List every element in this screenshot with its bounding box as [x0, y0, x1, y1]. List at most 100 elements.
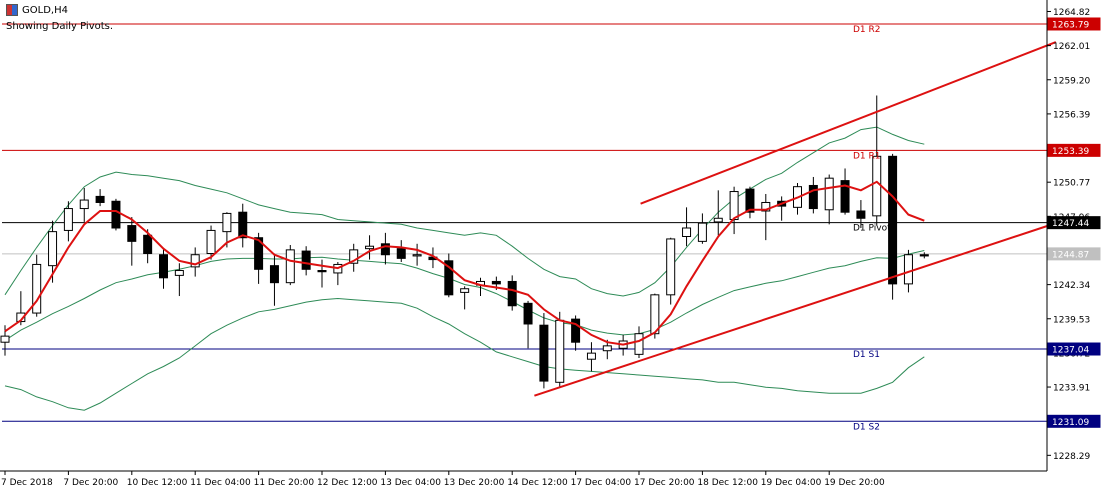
- price-tag-d1-s2: 1231.09: [1047, 414, 1101, 428]
- x-tick-label: 17 Dec 20:00: [634, 478, 695, 488]
- candle: [507, 275, 517, 311]
- y-tick-label: 1264.82: [1053, 8, 1090, 18]
- candle: [412, 243, 422, 266]
- x-tick-label: 13 Dec 04:00: [380, 478, 441, 488]
- candle: [269, 253, 279, 306]
- candle-body-bullish: [16, 312, 26, 323]
- pivot-levels-layer: [2, 23, 1047, 422]
- candle-body-bearish: [856, 210, 866, 219]
- candle: [571, 315, 581, 351]
- candle: [523, 300, 533, 349]
- y-tick-label: 1228.29: [1053, 452, 1090, 462]
- x-tick-label: 14 Dec 12:00: [507, 478, 568, 488]
- bid-price-tag: 1244.87: [1047, 247, 1101, 261]
- candle-body-bearish: [745, 188, 755, 213]
- lower-trendline: [534, 222, 1057, 397]
- bollinger-upper-band: [4, 126, 925, 297]
- candle: [697, 213, 707, 244]
- candle: [206, 225, 216, 260]
- bollinger-bands-layer: [4, 126, 925, 411]
- candle-body-bearish: [95, 195, 105, 203]
- candle-body-bearish: [111, 200, 121, 229]
- candle: [317, 259, 327, 288]
- candle: [840, 168, 850, 215]
- x-tick-label: 7 Dec 2018: [1, 478, 53, 488]
- candle-body-bullish: [824, 177, 834, 211]
- candle-body-bearish: [571, 318, 581, 343]
- candle-body-bearish: [539, 324, 549, 382]
- candle-body-bullish: [586, 352, 596, 360]
- candle: [539, 313, 549, 389]
- candle-body-bullish: [555, 319, 565, 383]
- pivots-subtitle: Showing Daily Pivots.: [6, 21, 114, 32]
- candle-body-bearish: [317, 270, 327, 273]
- x-tick-label: 19 Dec 04:00: [761, 478, 822, 488]
- candle: [285, 245, 295, 286]
- candle-body-bearish: [238, 211, 248, 239]
- price-tag-d1-pivot-box: [1047, 216, 1101, 230]
- candle-body-bearish: [269, 265, 279, 284]
- candle: [143, 229, 153, 264]
- candle: [919, 252, 929, 259]
- y-tick-label: 1250.77: [1053, 179, 1090, 189]
- x-tick-label: 10 Dec 12:00: [127, 478, 188, 488]
- candle-body-bearish: [523, 302, 533, 325]
- candle: [856, 200, 866, 228]
- candle-body-bullish: [349, 249, 359, 264]
- bollinger-middle-band: [4, 250, 925, 341]
- candle-body-bearish: [444, 260, 454, 296]
- y-tick-label: 1233.91: [1053, 384, 1090, 394]
- candle: [365, 235, 375, 260]
- moving-average-layer: [4, 180, 925, 346]
- candle-body-bearish: [159, 254, 168, 279]
- price-tag-d1-r2-text: 1263.79: [1052, 20, 1089, 30]
- x-tick-label: 18 Dec 12:00: [697, 478, 758, 488]
- symbol-timeframe-label: GOLD,H4: [22, 4, 68, 16]
- candle-body-bullish: [650, 294, 660, 335]
- candle-body-bullish: [32, 263, 42, 314]
- candle-body-bearish: [127, 225, 137, 242]
- y-tick-label: 1259.20: [1053, 76, 1090, 86]
- candle-body-bullish: [634, 333, 644, 355]
- moving-average-line: [4, 180, 925, 346]
- price-tag-d1-r2-box: [1047, 17, 1101, 31]
- candle-body-bullish: [460, 288, 470, 293]
- candle: [174, 263, 184, 297]
- price-tag-d1-r1-box: [1047, 143, 1101, 157]
- candle-body-bullish: [666, 238, 676, 296]
- chart-window-icon: [6, 4, 18, 16]
- candle: [555, 311, 565, 388]
- candle: [380, 232, 390, 265]
- candle: [666, 237, 676, 305]
- price-tag-d1-pivot-text: 1247.44: [1052, 219, 1089, 229]
- price-tag-d1-s1-text: 1237.04: [1052, 346, 1089, 356]
- candle: [159, 248, 168, 289]
- candle-body-bearish: [808, 184, 818, 210]
- candle: [63, 201, 73, 242]
- candle-body-bullish: [713, 217, 723, 223]
- candle-body-bullish: [602, 345, 612, 352]
- candle: [745, 186, 755, 219]
- bid-price-tag-text: 1244.87: [1052, 250, 1089, 260]
- candle-body-bullish: [365, 245, 375, 250]
- candle-body-bearish: [888, 155, 898, 285]
- candle-body-bearish: [507, 280, 517, 307]
- level-name-d1-s2: D1 S2: [853, 422, 880, 432]
- candle-body-bullish: [872, 155, 882, 217]
- level-name-d1-r2: D1 R2: [853, 25, 881, 35]
- x-tick-label: 17 Dec 04:00: [571, 478, 632, 488]
- price-tag-d1-r1: 1253.39: [1047, 143, 1101, 157]
- candle-body-bullish: [729, 191, 739, 220]
- candle: [586, 342, 596, 372]
- x-tick-label: 7 Dec 20:00: [63, 478, 118, 488]
- y-tick-label: 1262.01: [1053, 42, 1090, 52]
- candle-body-bullish: [174, 270, 184, 276]
- candle: [761, 193, 771, 241]
- candle: [444, 253, 454, 298]
- price-tag-d1-s1: 1237.04: [1047, 342, 1101, 356]
- candle-body-bearish: [491, 280, 501, 285]
- y-tick-label: 1242.34: [1053, 281, 1090, 291]
- candle-body-bullish: [190, 254, 200, 268]
